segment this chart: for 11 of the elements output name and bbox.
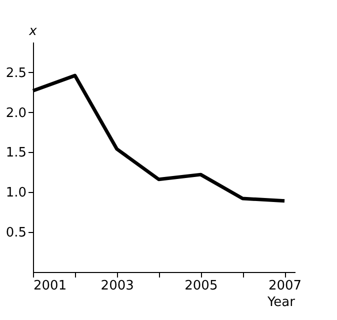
y-tick-label: 1.5: [6, 146, 26, 161]
y-tick-label: 2.0: [6, 106, 26, 121]
x-tick-label: 2001: [34, 278, 67, 294]
y-tick-label: 1.0: [6, 186, 26, 201]
x-tick-label: 2003: [100, 278, 134, 294]
x-tick-label: 2007: [268, 278, 302, 294]
y-tick-label: 0.5: [6, 226, 26, 241]
y-tick-label: 2.5: [6, 66, 26, 81]
y-axis-title: x: [28, 24, 38, 39]
x-tick-label: 2005: [184, 278, 218, 294]
x-axis-title: Year: [266, 295, 296, 310]
